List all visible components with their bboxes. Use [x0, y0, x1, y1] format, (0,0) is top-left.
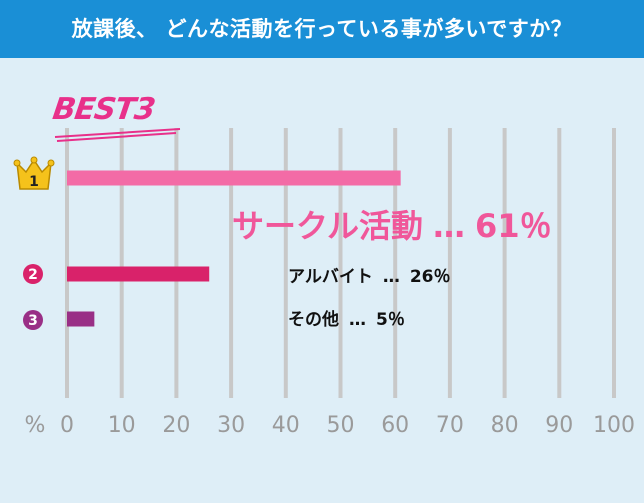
bar-label-3: その他 … 5％ — [288, 305, 405, 330]
x-tick-label: 0 — [60, 413, 74, 438]
rank-number: 1 — [29, 174, 39, 190]
x-tick-label: 10 — [108, 413, 136, 438]
rank-markers: 1 2 3 — [13, 156, 55, 330]
category-label: アルバイト — [288, 267, 373, 287]
x-tick-label: 20 — [162, 413, 190, 438]
best3-badge: BEST3 — [50, 92, 157, 127]
category-label: サークル活動 — [232, 207, 424, 245]
rank-circle-icon: 2 — [23, 264, 43, 284]
rank-number: 2 — [28, 267, 38, 283]
x-axis-label: % — [25, 413, 46, 438]
crown-icon: 1 — [13, 156, 55, 190]
x-tick-label: 90 — [545, 413, 573, 438]
separator: … — [382, 267, 400, 287]
x-tick-label: 80 — [491, 413, 519, 438]
bar-label-1: サークル活動… 61％ — [232, 201, 552, 247]
bar — [67, 170, 401, 186]
best3-underline — [54, 128, 181, 142]
rank-number: 3 — [28, 313, 38, 329]
x-tick-labels: 0 10 20 30 40 50 60 70 80 90 100% — [25, 413, 635, 438]
rank-circle-icon: 3 — [23, 310, 43, 330]
chart-title: 放課後、 どんな活動を行っている事が多いですか？ — [71, 17, 573, 41]
bar — [67, 311, 95, 327]
value-label: 26％ — [409, 267, 451, 287]
x-tick-label: 100 — [593, 413, 635, 438]
separator: … — [433, 207, 466, 245]
x-tick-label: 50 — [327, 413, 355, 438]
x-tick-label: 70 — [436, 413, 464, 438]
x-tick-label: 40 — [272, 413, 300, 438]
category-label: その他 — [288, 310, 339, 330]
bars — [67, 170, 401, 327]
header-bar — [0, 0, 644, 58]
x-tick-label: 30 — [217, 413, 245, 438]
x-tick-label: 60 — [381, 413, 409, 438]
bar — [67, 266, 210, 282]
value-label: 5％ — [376, 310, 405, 330]
bar-label-2: アルバイト … 26％ — [288, 262, 451, 287]
separator: … — [349, 310, 366, 330]
value-label: 61％ — [475, 207, 552, 245]
